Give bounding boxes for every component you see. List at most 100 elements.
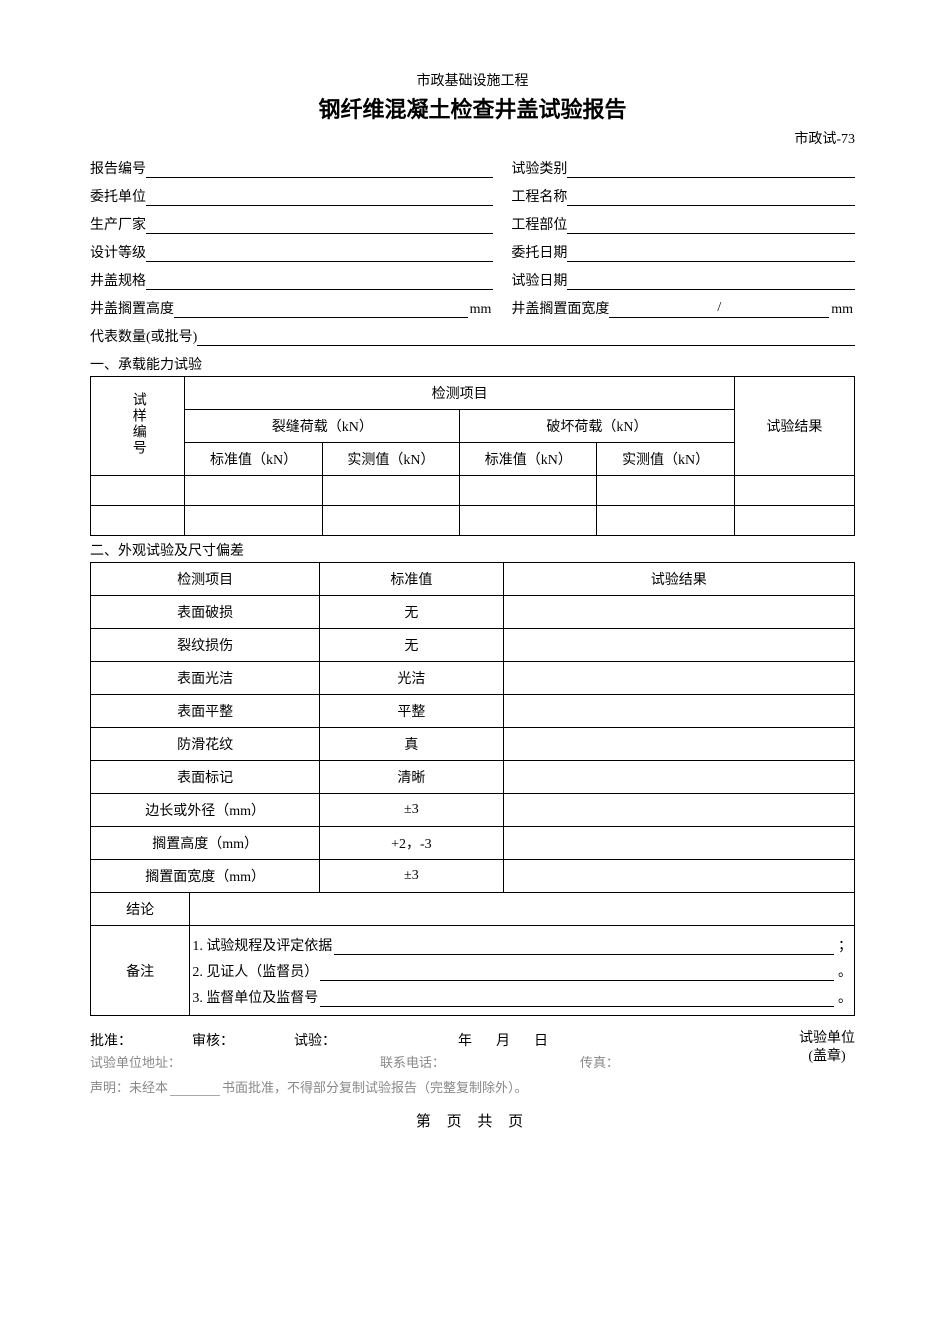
cell[interactable]: [734, 506, 854, 536]
manufacturer-input[interactable]: [146, 216, 493, 234]
project-part-label: 工程部位: [511, 214, 567, 234]
remark3-input[interactable]: [320, 989, 834, 1007]
result-header: 试验结果: [503, 563, 854, 596]
design-grade-input[interactable]: [146, 244, 493, 262]
header-subtitle: 市政基础设施工程: [90, 70, 855, 90]
address-label: 试验单位地址：: [90, 1052, 380, 1071]
cell[interactable]: [460, 476, 597, 506]
table-row: 防滑花纹真: [91, 728, 855, 761]
rest-height-label: 井盖搁置高度: [90, 298, 174, 318]
report-no-label: 报告编号: [90, 158, 146, 178]
cell[interactable]: [322, 476, 459, 506]
cover-spec-label: 井盖规格: [90, 270, 146, 290]
cell[interactable]: [185, 476, 322, 506]
disclaimer-blank[interactable]: [170, 1082, 220, 1096]
cell[interactable]: [597, 476, 734, 506]
test-item-header: 检测项目: [185, 377, 734, 410]
table-row: 表面光洁光洁: [91, 662, 855, 695]
report-no-input[interactable]: [146, 160, 493, 178]
date-label: 年月日: [446, 1030, 560, 1050]
form-fields: 报告编号 试验类别 委托单位 工程名称 生产厂家 工程部位 设计等级: [90, 158, 855, 346]
contact-row: 试验单位地址： 联系电话： 传真：: [90, 1052, 855, 1071]
appearance-table: 检测项目 标准值 试验结果 表面破损无 裂纹损伤无 表面光洁光洁 表面平整平整 …: [90, 562, 855, 1016]
result-cell[interactable]: [503, 596, 854, 629]
manufacturer-label: 生产厂家: [90, 214, 146, 234]
result-cell[interactable]: [503, 860, 854, 893]
header-title: 钢纤维混凝土检查井盖试验报告: [90, 92, 855, 124]
doc-code: 市政试-73: [90, 128, 855, 148]
item-cell: 表面光洁: [91, 662, 320, 695]
test-label: 试验：: [294, 1030, 336, 1050]
remarks-label: 备注: [91, 926, 190, 1016]
project-name-input[interactable]: [567, 188, 855, 206]
conclusion-label: 结论: [91, 893, 190, 926]
cell[interactable]: [91, 476, 185, 506]
section1-title: 一、承载能力试验: [90, 354, 855, 374]
item-cell: 裂纹损伤: [91, 629, 320, 662]
project-part-input[interactable]: [567, 216, 855, 234]
rest-width-input[interactable]: /: [609, 300, 829, 318]
std-cell: 无: [320, 596, 503, 629]
fail-load-header: 破坏荷载（kN）: [460, 410, 735, 443]
table-row: 边长或外径（mm）±3: [91, 794, 855, 827]
item-cell: 防滑花纹: [91, 728, 320, 761]
result-header: 试验结果: [734, 377, 854, 476]
cell[interactable]: [91, 506, 185, 536]
table-row: 裂纹损伤无: [91, 629, 855, 662]
remark3-punct: 。: [836, 987, 852, 1007]
fail-meas-header: 实测值（kN）: [597, 443, 734, 476]
disclaimer-row: 声明：未经本 书面批准，不得部分复制试验报告（完整复制除外）。: [90, 1077, 855, 1096]
conclusion-cell[interactable]: [190, 893, 855, 926]
result-cell[interactable]: [503, 629, 854, 662]
rep-qty-input[interactable]: [197, 328, 855, 346]
table-row: [91, 506, 855, 536]
cell[interactable]: [460, 506, 597, 536]
cell[interactable]: [185, 506, 322, 536]
result-cell[interactable]: [503, 827, 854, 860]
item-cell: 搁置面宽度（mm）: [91, 860, 320, 893]
rest-height-input[interactable]: [174, 300, 468, 318]
entrust-unit-input[interactable]: [146, 188, 493, 206]
crack-load-header: 裂缝荷载（kN）: [185, 410, 460, 443]
item-cell: 表面平整: [91, 695, 320, 728]
cover-spec-input[interactable]: [146, 272, 493, 290]
std-cell: 真: [320, 728, 503, 761]
remark1-input[interactable]: [334, 937, 834, 955]
table-row: 表面标记清晰: [91, 761, 855, 794]
remarks-cell: 1. 试验规程及评定依据 ； 2. 见证人（监督员） 。 3. 监督单位及监督号…: [190, 926, 855, 1016]
cell[interactable]: [597, 506, 734, 536]
rep-qty-label: 代表数量(或批号): [90, 326, 197, 346]
cell[interactable]: [734, 476, 854, 506]
table-row: [91, 476, 855, 506]
table-row: 搁置高度（mm）+2，-3: [91, 827, 855, 860]
test-date-input[interactable]: [567, 272, 855, 290]
pager: 第 页 共 页: [90, 1110, 855, 1131]
review-label: 审核：: [192, 1030, 234, 1050]
entrust-date-input[interactable]: [567, 244, 855, 262]
approve-label: 批准：: [90, 1030, 132, 1050]
remark1-punct: ；: [836, 935, 852, 955]
std-cell: 无: [320, 629, 503, 662]
result-cell[interactable]: [503, 695, 854, 728]
design-grade-label: 设计等级: [90, 242, 146, 262]
cell[interactable]: [322, 506, 459, 536]
entrust-unit-label: 委托单位: [90, 186, 146, 206]
std-header: 标准值: [320, 563, 503, 596]
item-header: 检测项目: [91, 563, 320, 596]
remark3-label: 3. 监督单位及监督号: [192, 987, 318, 1007]
result-cell[interactable]: [503, 662, 854, 695]
remark1-label: 1. 试验规程及评定依据: [192, 935, 332, 955]
remark2-label: 2. 见证人（监督员）: [192, 961, 318, 981]
load-test-table: 试样编号 检测项目 试验结果 裂缝荷载（kN） 破坏荷载（kN） 标准值（kN）…: [90, 376, 855, 536]
std-cell: ±3: [320, 794, 503, 827]
remark2-input[interactable]: [320, 963, 834, 981]
rest-width-label: 井盖搁置面宽度: [511, 298, 609, 318]
result-cell[interactable]: [503, 728, 854, 761]
fax-label: 传真：: [580, 1052, 619, 1071]
rest-width-unit: mm: [829, 302, 855, 318]
item-cell: 表面标记: [91, 761, 320, 794]
result-cell[interactable]: [503, 761, 854, 794]
result-cell[interactable]: [503, 794, 854, 827]
crack-meas-header: 实测值（kN）: [322, 443, 459, 476]
test-type-input[interactable]: [567, 160, 855, 178]
